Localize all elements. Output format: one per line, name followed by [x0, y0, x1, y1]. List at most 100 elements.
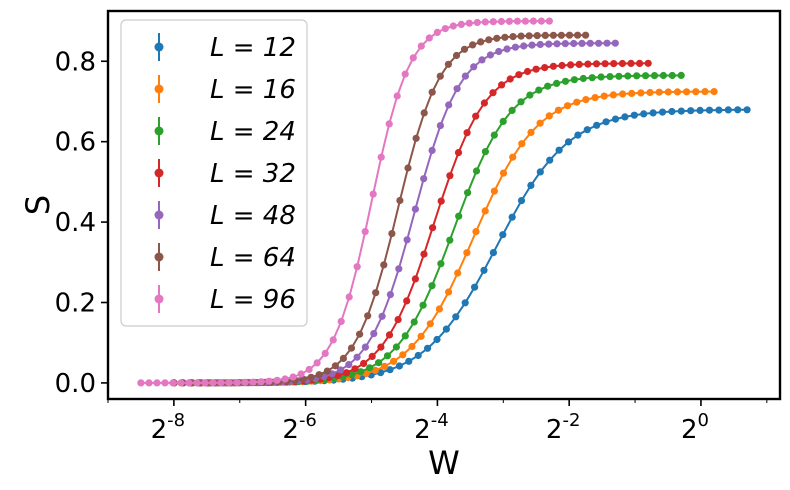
data-point [603, 39, 611, 47]
data-point [574, 131, 582, 139]
data-point [361, 343, 369, 351]
data-point [601, 60, 609, 68]
legend-marker [154, 42, 164, 52]
data-point [481, 148, 489, 156]
data-point [508, 213, 516, 221]
data-point [348, 371, 356, 379]
data-point [419, 301, 427, 309]
data-point [463, 129, 471, 137]
data-point [553, 40, 561, 48]
data-point [591, 94, 599, 102]
data-point [193, 379, 201, 387]
data-point [471, 283, 479, 291]
data-point [380, 261, 388, 269]
legend-label: L = 32 [210, 159, 296, 189]
data-point [405, 357, 413, 365]
data-point [610, 60, 618, 68]
data-point [428, 146, 436, 154]
data-point [461, 299, 469, 307]
data-point [428, 88, 436, 96]
axis-layer: 0.00.20.40.60.82-8 2-6 2-4 2-2 20 [55, 47, 768, 445]
data-point [412, 134, 420, 142]
legend: L = 12 L = 16 L = 24 L = 32 L = 48 L = 64 L = … [120, 19, 308, 327]
data-point [609, 91, 618, 99]
data-point [508, 106, 516, 114]
data-point [724, 106, 732, 114]
data-point [425, 34, 433, 42]
x-tick-label: 2-6 [282, 410, 317, 445]
data-point [561, 40, 569, 48]
x-tick-base: 2 [151, 415, 168, 445]
data-point [529, 17, 538, 25]
data-point [489, 249, 497, 257]
data-point [445, 288, 453, 296]
data-point [655, 88, 663, 96]
legend-label: L = 12 [210, 33, 296, 63]
data-point [375, 359, 383, 367]
data-point [145, 379, 153, 387]
data-point [377, 343, 385, 351]
data-point [611, 39, 619, 47]
data-point [470, 63, 478, 71]
data-point [461, 72, 469, 80]
data-point [664, 88, 672, 96]
data-point [592, 60, 601, 68]
data-point [521, 17, 530, 25]
x-tick-label: 2-8 [151, 410, 186, 445]
data-point [644, 59, 652, 67]
data-point [536, 168, 544, 176]
data-point [586, 39, 594, 47]
data-point [513, 17, 522, 25]
data-point [565, 31, 574, 39]
data-point [554, 106, 563, 114]
data-point [490, 131, 498, 139]
data-point [169, 379, 177, 387]
data-point [523, 67, 532, 76]
y-axis-label: S [19, 195, 57, 215]
data-point [446, 236, 454, 244]
data-point [526, 91, 534, 99]
data-point [446, 172, 454, 180]
legend-label: L = 16 [210, 75, 296, 105]
data-point [394, 316, 402, 324]
data-point [501, 33, 509, 41]
legend-box [120, 19, 308, 327]
legend-entry: L = 48 [154, 201, 296, 231]
data-point [705, 106, 714, 114]
data-point [518, 140, 526, 148]
data-point [574, 31, 582, 39]
data-point [424, 344, 432, 352]
data-point [525, 32, 533, 40]
data-point [640, 110, 648, 118]
data-point [637, 89, 645, 97]
data-point [339, 354, 347, 362]
data-point [541, 31, 549, 39]
data-point [619, 90, 627, 98]
data-point [473, 18, 481, 27]
data-point [687, 107, 695, 115]
data-point [659, 71, 668, 80]
data-point [380, 362, 389, 370]
data-point [541, 64, 549, 72]
data-point [575, 60, 583, 68]
data-point [486, 51, 494, 59]
data-point [536, 119, 544, 127]
data-point [465, 19, 473, 27]
data-point [509, 33, 517, 41]
data-point [420, 109, 428, 117]
data-point [615, 72, 623, 80]
data-point [351, 365, 359, 373]
data-point [606, 73, 614, 81]
data-point [545, 40, 553, 48]
data-point [646, 88, 654, 97]
data-point [658, 108, 667, 116]
data-point [289, 373, 297, 381]
data-point [433, 28, 441, 36]
data-point [490, 187, 498, 195]
legend-entry: L = 24 [154, 117, 296, 147]
data-point [417, 332, 425, 340]
data-point [595, 39, 603, 47]
legend-marker [154, 168, 164, 178]
data-point [393, 92, 401, 100]
data-point [409, 54, 417, 62]
